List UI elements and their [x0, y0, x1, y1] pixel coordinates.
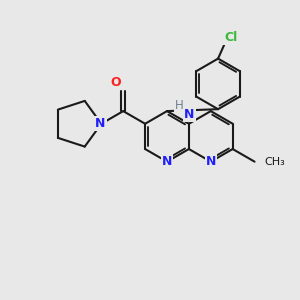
Text: O: O [110, 76, 121, 88]
Text: N: N [206, 155, 216, 168]
Text: N: N [162, 155, 172, 168]
Text: H: H [175, 99, 184, 112]
Text: N: N [95, 117, 106, 130]
Text: CH₃: CH₃ [264, 157, 285, 167]
Text: N: N [184, 108, 195, 121]
Text: Cl: Cl [224, 31, 237, 44]
